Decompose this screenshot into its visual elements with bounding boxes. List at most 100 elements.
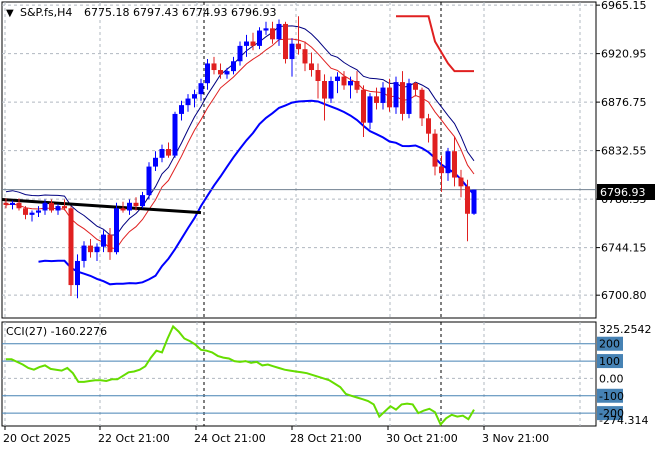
candle-body (244, 41, 249, 46)
candle-body (374, 96, 379, 103)
price-tick-label: 6965.15 (601, 0, 647, 12)
candle-body (426, 118, 431, 134)
candle-body (192, 94, 197, 99)
time-tick-label: 24 Oct 21:00 (194, 432, 266, 445)
candle-body (120, 208, 126, 211)
candle-body (335, 76, 340, 81)
price-tick-label: 6744.15 (601, 242, 647, 255)
candle-body (361, 89, 366, 123)
time-tick-label: 3 Nov 21:00 (482, 432, 549, 445)
candle-body (94, 246, 100, 253)
cci-tick-label: 200 (599, 338, 620, 351)
candle-body (36, 210, 41, 213)
candle-body (471, 189, 477, 214)
candle-body (322, 81, 327, 99)
cci-tick-label: -274.314 (599, 414, 648, 427)
candle-body (296, 43, 301, 50)
ohlc-header: 6775.18 6797.43 6774.93 6796.93 (84, 6, 276, 19)
candle-body (452, 151, 457, 178)
candle-body (354, 81, 360, 90)
price-axis: 6965.156920.956876.756832.556788.356744.… (596, 0, 647, 302)
candle-body (263, 28, 269, 31)
candle-body (172, 113, 178, 156)
candles (3, 16, 477, 299)
candle-body (55, 206, 61, 211)
cci-line (6, 324, 475, 427)
resistance-line (396, 15, 474, 73)
candle-body (166, 149, 171, 156)
candle-body (315, 70, 321, 81)
price-tick-label: 6700.80 (601, 289, 647, 302)
symbol-header: S&P.fs,H4 (20, 6, 72, 19)
cci-series-line (6, 324, 475, 427)
candle-body (465, 186, 470, 214)
candle-body (250, 41, 256, 46)
candle-body (406, 83, 412, 114)
price-tick-label: 6876.75 (601, 96, 647, 109)
candle-body (16, 202, 22, 209)
cci-tick-label: 0.00 (599, 372, 624, 385)
candle-body (224, 71, 230, 75)
cci-tick-label: 325.2542 (599, 323, 652, 336)
cci-label: CCI(27) -160.2276 (6, 325, 107, 338)
candle-body (432, 133, 438, 167)
candle-body (309, 63, 314, 71)
candle-body (283, 23, 288, 60)
time-tick-label: 22 Oct 21:00 (98, 432, 170, 445)
candle-body (270, 28, 275, 40)
candle-body (348, 81, 353, 86)
candle-body (380, 87, 386, 103)
time-tick-label: 30 Oct 21:00 (386, 432, 458, 445)
chart-menu-icon[interactable]: ▼ (6, 8, 14, 19)
candle-body (218, 70, 223, 75)
candle-body (413, 83, 418, 90)
candle-body (276, 23, 282, 40)
candle-body (445, 151, 451, 174)
cci-axis: 325.2542 200 100 0.00 -100 -200-274.314 (597, 323, 652, 427)
candle-body (257, 30, 262, 46)
candle-body (29, 212, 35, 215)
cci-tick-label: -200 (599, 407, 624, 420)
current-price-label: 6796.93 (600, 186, 646, 199)
candle-body (159, 149, 165, 158)
price-tick-label: 6920.95 (601, 48, 647, 61)
trend-line (1, 198, 202, 215)
time-axis: 20 Oct 2025 22 Oct 21:00 24 Oct 21:00 28 Oc… (3, 426, 549, 445)
candle-body (127, 202, 132, 211)
candle-body (179, 105, 184, 114)
candle-body (393, 82, 399, 108)
candle-body (237, 45, 243, 62)
candle-body (114, 208, 119, 253)
candle-body (185, 98, 191, 106)
candle-body (10, 202, 15, 205)
current-price-box (597, 184, 655, 200)
candle-body (3, 202, 9, 205)
candle-body (23, 208, 28, 215)
candle-body (289, 43, 295, 60)
candle-body (146, 166, 152, 196)
candle-body (439, 166, 444, 174)
cci-tick-label: -100 (599, 390, 624, 403)
candle-body (387, 87, 392, 108)
cci-panel (1, 321, 597, 427)
candle-body (140, 195, 145, 207)
candle-body (198, 83, 204, 95)
candle-body (419, 89, 425, 119)
cci-tick-label: 100 (599, 355, 620, 368)
candle-body (62, 206, 67, 209)
time-tick-label: 28 Oct 21:00 (290, 432, 362, 445)
candle-body (231, 61, 236, 72)
price-tick-label: 6832.55 (601, 145, 647, 158)
candle-body (68, 208, 74, 286)
time-tick-label: 20 Oct 2025 (3, 432, 71, 445)
candle-body (400, 82, 405, 114)
candle-body (205, 63, 210, 84)
candle-body (153, 157, 158, 167)
cci-levels (2, 343, 596, 414)
candle-body (341, 76, 347, 86)
candle-body (328, 81, 334, 99)
cci-level-box (597, 388, 623, 403)
candle-body (101, 234, 106, 247)
cci-level-box (597, 354, 623, 369)
